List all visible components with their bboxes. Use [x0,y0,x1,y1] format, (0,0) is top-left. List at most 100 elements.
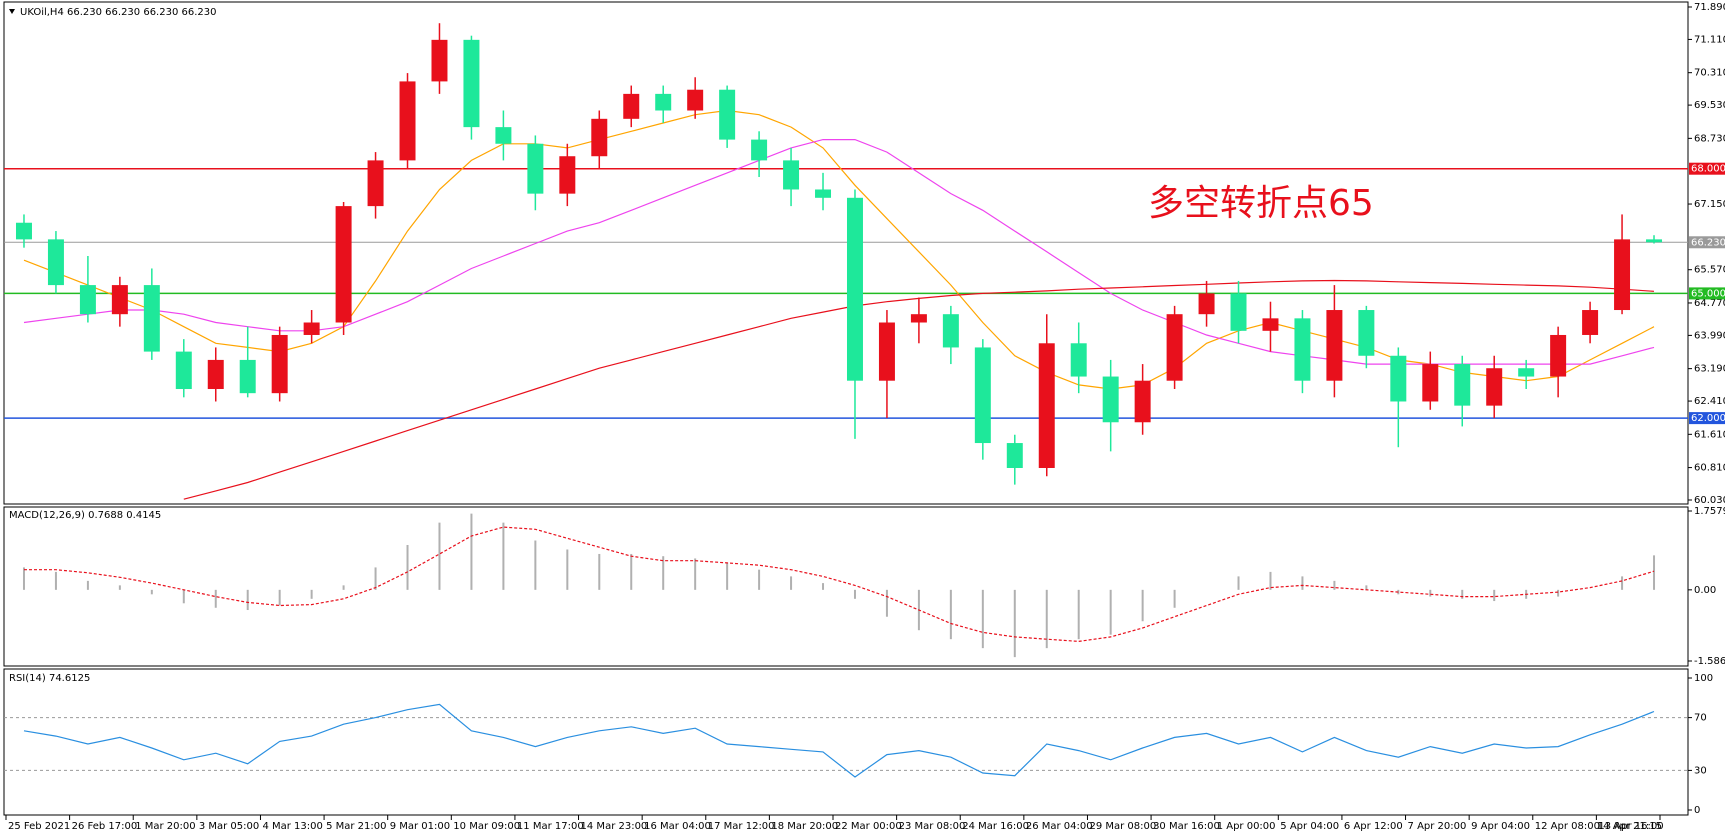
candle-body [623,93,640,119]
candle-body [1134,380,1151,423]
y-tick-label: 63.190 [1694,364,1725,375]
x-tick-label: 30 Mar 16:00 [1153,821,1220,832]
y-tick-label: 60.810 [1694,463,1725,474]
candle-body [463,39,480,128]
x-tick-label: 1 Apr 00:00 [1217,821,1276,832]
x-tick-label: 5 Mar 21:00 [326,821,386,832]
level-tag [1689,287,1725,300]
candle-body [751,139,768,161]
candle-body [1550,334,1567,377]
y-tick-label: 68.730 [1694,133,1725,144]
candle-body [1230,293,1247,331]
macd-panel [3,506,1689,667]
candle-body [878,322,895,381]
x-tick-label: 9 Apr 04:00 [1471,821,1530,832]
candle-body [367,160,384,207]
x-tick-label: 1 Mar 20:00 [135,821,195,832]
rsi-panel [3,668,1689,816]
candle-body [687,89,704,111]
x-tick-label: 11 Mar 17:00 [517,821,584,832]
level-tag [1689,412,1725,425]
candle-body [1326,310,1343,381]
x-tick-label: 14 Mar 23:00 [581,821,648,832]
level-label: 62.000 [1691,413,1725,424]
candle-body [495,127,512,144]
candle-body [846,197,863,381]
candle-body [815,189,832,198]
candle-body [15,222,32,240]
candle-body [1518,368,1535,377]
candle-body [719,89,736,140]
candle-body [1390,355,1407,402]
main-panel [3,1,1689,505]
candle-body [655,93,672,111]
candle-body [1166,314,1183,381]
y-tick-label: 70.310 [1694,68,1725,79]
x-tick-label: 26 Feb 17:00 [72,821,138,832]
candle-body [79,285,96,315]
candle-body [335,206,352,323]
y-tick-label: 0 [1694,805,1700,816]
candle-body [1358,310,1375,356]
level-label: 68.000 [1691,164,1725,175]
moving-average [23,139,1655,365]
candle-body [1422,364,1439,402]
rsi-line [23,703,1655,778]
x-tick-label: 22 Mar 00:00 [835,821,902,832]
y-tick-label: 0.00 [1694,585,1716,596]
candle-body [1582,310,1599,335]
x-tick-label: 18 Mar 20:00 [771,821,838,832]
y-tick-label: 71.890 [1694,2,1725,13]
x-tick-label: 9 Mar 01:00 [390,821,450,832]
level-tag [1689,162,1725,175]
x-tick-label: 14 Apr 21:15 [1597,821,1662,832]
candle-body [399,81,416,161]
candle-body [1294,318,1311,381]
x-tick-label: 23 Mar 08:00 [899,821,966,832]
level-label: 66.230 [1691,237,1725,248]
candle-body [974,347,991,444]
candle-body [239,359,256,394]
candle-body [111,285,128,315]
candle-body [1102,376,1119,423]
x-tick-label: 3 Mar 05:00 [199,821,259,832]
chart-title: UKOil,H4 66.230 66.230 66.230 66.230 [20,7,217,18]
y-tick-label: 30 [1694,765,1707,776]
signal-line [24,526,1655,643]
menu-arrow[interactable] [9,9,15,14]
x-tick-label: 17 Mar 12:00 [708,821,775,832]
candle-body [942,314,959,348]
x-tick-label: 4 Mar 13:00 [262,821,322,832]
y-tick-label: 63.990 [1694,330,1725,341]
y-tick-label: 67.150 [1694,199,1725,210]
y-tick-label: 61.610 [1694,429,1725,440]
candle-body [1646,239,1663,243]
annotation: 多空转折点65 [1148,183,1374,224]
candle-body [175,351,192,390]
candle-body [1006,443,1023,468]
candle-body [1614,239,1631,311]
candle-body [1198,293,1215,315]
rsi-title: RSI(14) 74.6125 [9,673,90,684]
x-tick-label: 29 Mar 08:00 [1089,821,1156,832]
candle-body [271,334,288,394]
y-tick-label: -1.5867 [1694,656,1725,667]
x-tick-label: 12 Apr 08:00 [1535,821,1600,832]
candle-body [303,322,320,335]
x-tick-label: 7 Apr 20:00 [1408,821,1467,832]
x-tick-label: 25 Feb 2021 [8,821,70,832]
x-tick-label: 16 Mar 04:00 [644,821,711,832]
y-tick-label: 60.030 [1694,495,1725,506]
candle-body [783,160,800,190]
macd-title: MACD(12,26,9) 0.7688 0.4145 [9,510,161,521]
x-tick-label: 6 Apr 12:00 [1344,821,1403,832]
candle-body [1262,318,1279,331]
x-tick-label: 5 Apr 04:00 [1280,821,1339,832]
candle-body [1454,364,1471,406]
candle-body [431,39,448,82]
candle-body [207,359,224,390]
y-tick-label: 1.7579 [1694,506,1725,517]
candle-body [559,156,576,194]
candle-body [143,285,160,352]
